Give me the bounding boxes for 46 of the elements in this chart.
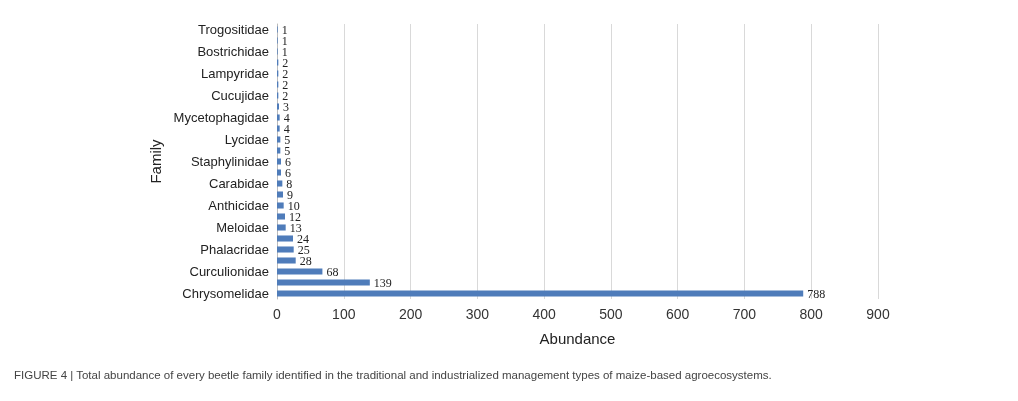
y-tick-label: Carabidae	[209, 176, 269, 191]
bar	[277, 125, 280, 132]
bar	[277, 290, 804, 297]
bar	[277, 279, 370, 286]
bar	[277, 213, 286, 220]
y-tick-label: Bostrichidae	[197, 44, 269, 59]
y-tick-label: Lampyridae	[201, 66, 269, 81]
y-tick-label: Cucujidae	[211, 88, 269, 103]
y-tick-label: Phalacridae	[200, 242, 269, 257]
bar	[277, 202, 284, 209]
x-tick-label: 700	[732, 306, 757, 322]
bar	[277, 235, 294, 242]
y-tick-label: Anthicidae	[208, 198, 269, 213]
y-tick-label: Mycetophagidae	[173, 110, 269, 125]
bar	[277, 268, 323, 275]
x-tick-label: 500	[599, 306, 623, 322]
x-tick-label: 600	[665, 306, 690, 322]
bar	[277, 147, 281, 154]
bar	[277, 169, 282, 176]
bar	[277, 114, 280, 121]
data-label: 788	[807, 286, 826, 301]
y-tick-label: Staphylinidae	[190, 154, 269, 169]
y-tick-label: Chrysomelidae	[182, 286, 269, 301]
caption: FIGURE 4 | Total abundance of every beetle family identified in the traditional and industrialized management types of maize-based agroecosystems.	[13, 368, 773, 383]
data-label: 139	[373, 275, 392, 290]
bar	[277, 180, 283, 187]
x-tick-label: 300	[465, 306, 490, 322]
bar	[277, 224, 286, 231]
y-tick-label: Meloidae	[216, 220, 269, 235]
y-tick-label: Curculionidae	[189, 264, 269, 279]
bar	[277, 158, 282, 165]
y-tick-label: Lycidae	[224, 132, 269, 147]
x-tick-label: 900	[866, 306, 890, 322]
bar	[277, 191, 284, 198]
y-tick-label: Trogositidae	[197, 22, 269, 37]
x-axis-title: Abundance	[539, 330, 616, 347]
bar	[277, 257, 296, 264]
x-tick-label: 100	[332, 306, 356, 322]
bar	[277, 136, 281, 143]
x-tick-label: 0	[273, 306, 282, 322]
y-axis-title: Family	[146, 138, 164, 184]
bar	[277, 246, 294, 253]
x-tick-label: 200	[398, 306, 423, 322]
x-tick-label: 400	[532, 306, 556, 322]
x-tick-label: 800	[799, 306, 824, 322]
data-label: 68	[326, 264, 339, 279]
